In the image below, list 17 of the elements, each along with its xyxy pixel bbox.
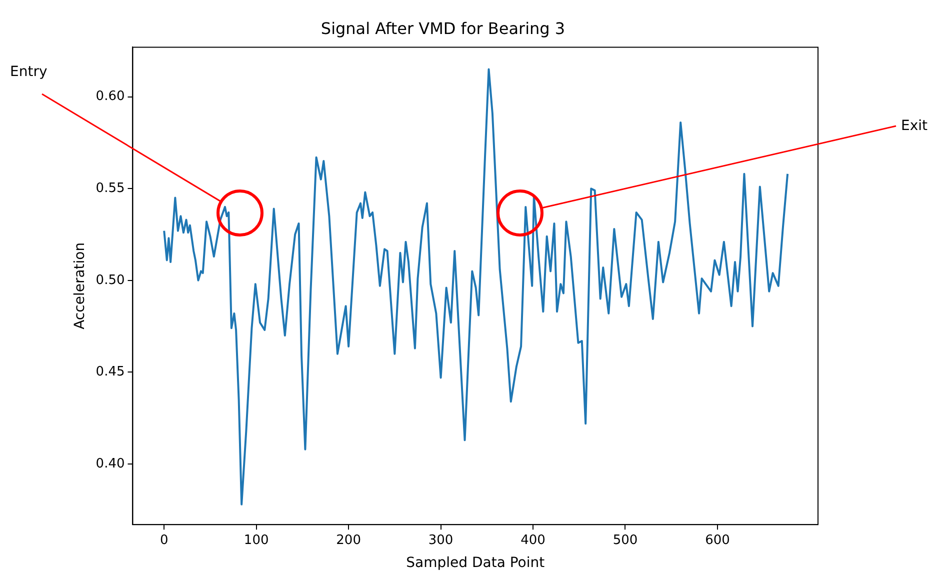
x-tick-label: 300 [428, 532, 454, 548]
y-tick-label: 0.50 [96, 272, 125, 288]
x-tick-label: 200 [336, 532, 361, 548]
y-tick-label: 0.45 [96, 364, 125, 380]
y-tick-label: 0.40 [96, 456, 125, 472]
text: Exit [901, 118, 928, 134]
x-tick-label: 500 [612, 532, 638, 548]
x-tick-label: 400 [520, 532, 546, 548]
y-tick-label: 0.55 [96, 180, 125, 196]
chart-title: Signal After VMD for Bearing 3 [320, 18, 566, 38]
y-tick-label: 0.60 [96, 89, 125, 104]
y-axis-title: Acceleration [72, 242, 88, 330]
text: Entry [10, 64, 48, 80]
x-tick-label: 100 [244, 532, 269, 548]
x-axis-title: Sampled Data Point [406, 555, 546, 572]
x-tick-label: 600 [705, 532, 730, 548]
x-tick-label: 0 [160, 532, 168, 548]
